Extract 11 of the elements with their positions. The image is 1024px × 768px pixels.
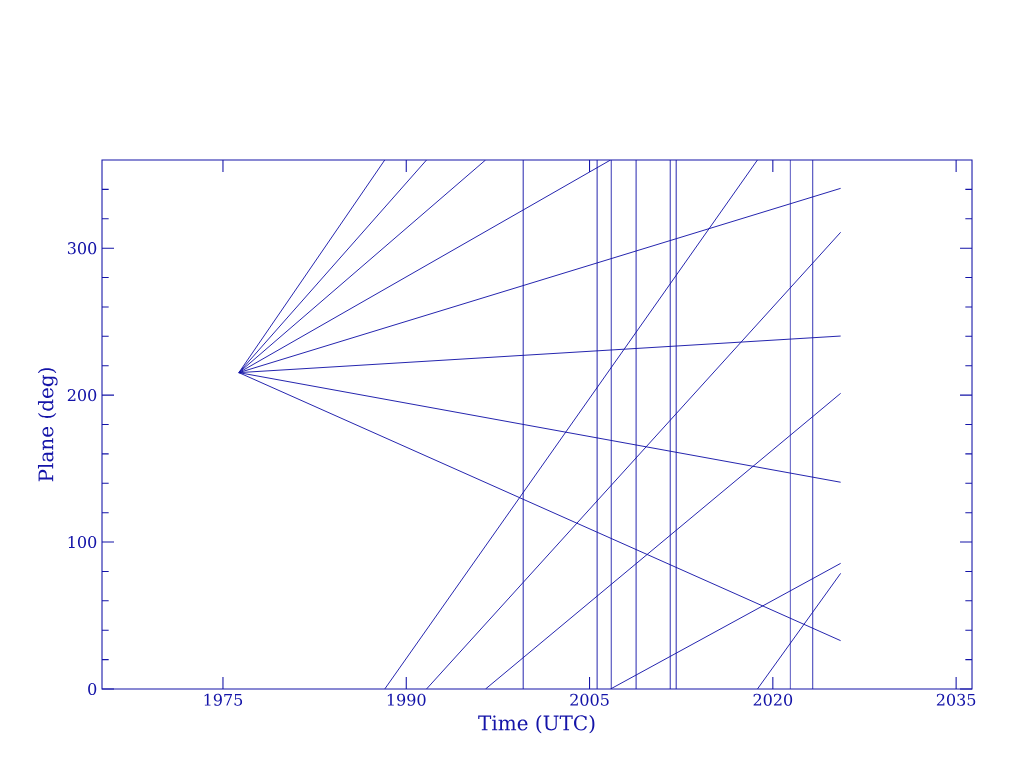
- x-tick-label: 2020: [753, 693, 793, 706]
- y-tick-label: 200: [67, 389, 97, 402]
- y-tick-label: 100: [68, 536, 97, 549]
- y-axis-title: Plane (deg): [37, 368, 58, 482]
- y-tick-label: 0: [88, 682, 97, 696]
- x-tick-label: 1975: [204, 693, 243, 706]
- x-tick-label: 1990: [387, 693, 426, 706]
- x-tick-label: 2035: [936, 693, 976, 706]
- y-tick-label: 300: [67, 242, 97, 255]
- x-axis-title: Time (UTC): [478, 714, 595, 734]
- x-tick-label: 2005: [570, 693, 609, 706]
